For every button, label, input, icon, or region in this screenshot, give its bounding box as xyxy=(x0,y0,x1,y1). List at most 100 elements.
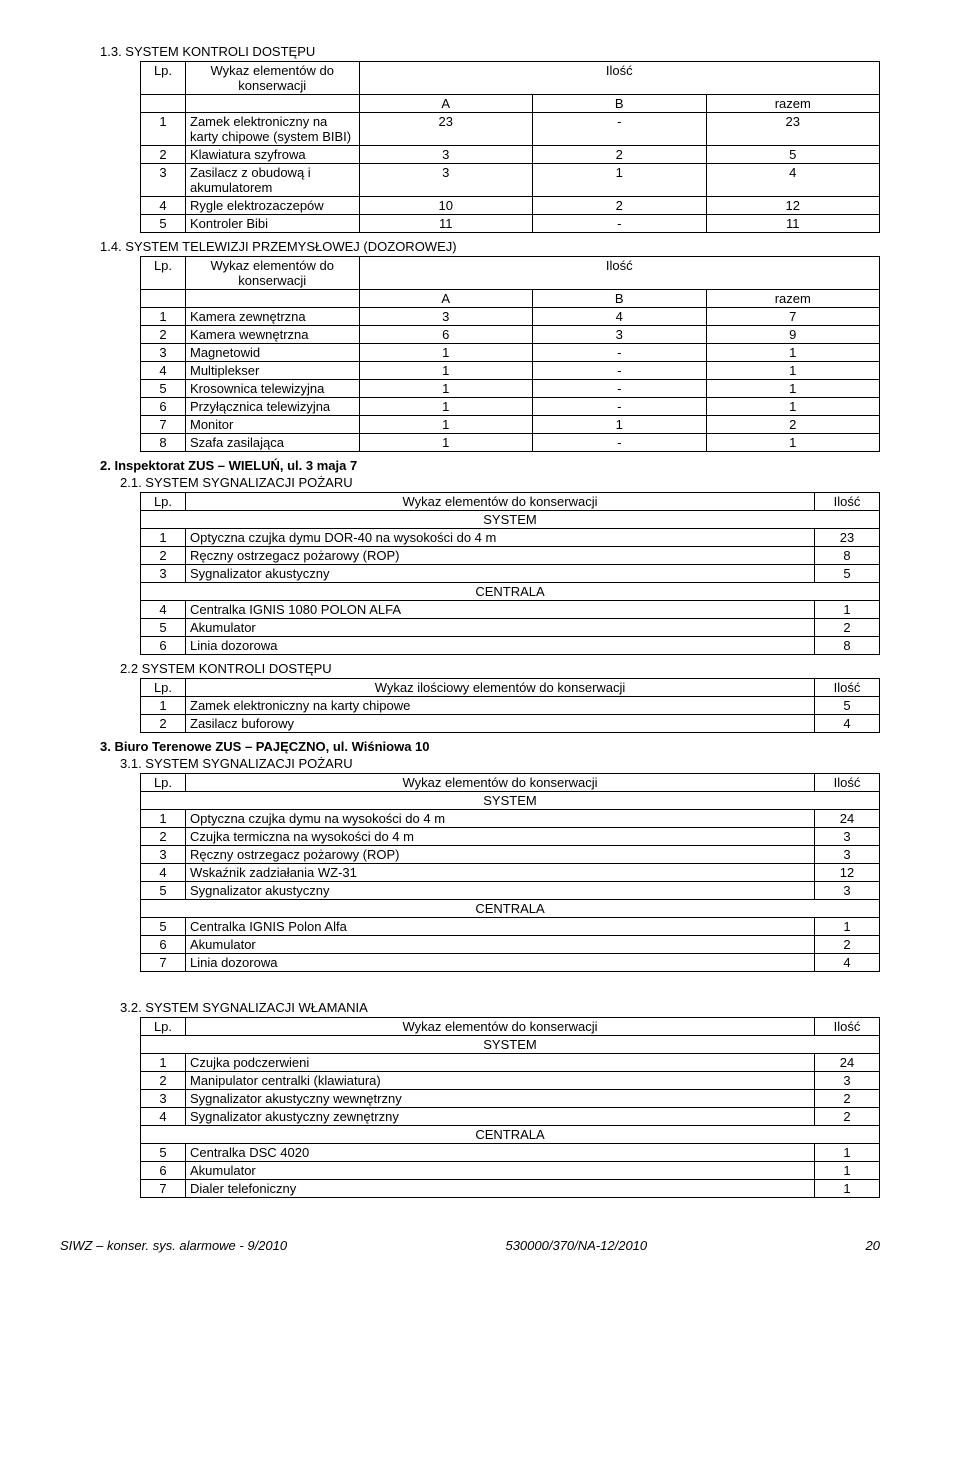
cell-b: 1 xyxy=(533,164,707,197)
cell-lp: 2 xyxy=(141,326,186,344)
cell-lp: 6 xyxy=(141,1162,186,1180)
cell-desc: Zamek elektroniczny na karty chipowe (sy… xyxy=(186,113,360,146)
cell-b: - xyxy=(533,344,707,362)
cell-desc: Kamera zewnętrzna xyxy=(186,308,360,326)
footer-center: 530000/370/NA-12/2010 xyxy=(505,1238,647,1253)
cell-a: 3 xyxy=(359,146,533,164)
section-title: 2.1. SYSTEM SYGNALIZACJI POŻARU xyxy=(120,475,900,490)
table-32: Lp. Wykaz elementów do konserwacji Ilość… xyxy=(140,1017,880,1198)
hdr-ilosc: Ilość xyxy=(815,774,880,792)
cell-lp: 3 xyxy=(141,344,186,362)
cell-qty: 4 xyxy=(815,715,880,733)
cell-b: - xyxy=(533,215,707,233)
cell-a: 10 xyxy=(359,197,533,215)
cell-lp: 5 xyxy=(141,1144,186,1162)
cell-desc: Czujka podczerwieni xyxy=(186,1054,815,1072)
footer-right: 20 xyxy=(866,1238,880,1253)
cell-lp: 3 xyxy=(141,565,186,583)
cell-razem: 4 xyxy=(706,164,880,197)
hdr-ilosc: Ilość xyxy=(815,1018,880,1036)
cell-desc: Kamera wewnętrzna xyxy=(186,326,360,344)
table-row: 2Zasilacz buforowy4 xyxy=(141,715,880,733)
cell-lp: 5 xyxy=(141,918,186,936)
group-label: CENTRALA xyxy=(141,583,880,601)
table-row: 2Kamera wewnętrzna639 xyxy=(141,326,880,344)
cell-desc: Sygnalizator akustyczny xyxy=(186,882,815,900)
cell-qty: 4 xyxy=(815,954,880,972)
cell-lp: 3 xyxy=(141,1090,186,1108)
cell-desc: Akumulator xyxy=(186,936,815,954)
cell-qty: 24 xyxy=(815,810,880,828)
cell-razem: 1 xyxy=(706,398,880,416)
group-label: SYSTEM xyxy=(141,511,880,529)
cell-desc: Sygnalizator akustyczny zewnętrzny xyxy=(186,1108,815,1126)
cell-desc: Wskaźnik zadziałania WZ-31 xyxy=(186,864,815,882)
hdr-desc: Wykaz ilościowy elementów do konserwacji xyxy=(186,679,815,697)
cell-b: 2 xyxy=(533,197,707,215)
cell-razem: 11 xyxy=(706,215,880,233)
cell-lp: 2 xyxy=(141,1072,186,1090)
cell-desc: Magnetowid xyxy=(186,344,360,362)
cell-a: 11 xyxy=(359,215,533,233)
cell-qty: 3 xyxy=(815,882,880,900)
table-row: 1Optyczna czujka dymu na wysokości do 4 … xyxy=(141,810,880,828)
hdr-lp: Lp. xyxy=(141,62,186,95)
cell-desc: Zamek elektroniczny na karty chipowe xyxy=(186,697,815,715)
cell-qty: 1 xyxy=(815,1180,880,1198)
cell-b: - xyxy=(533,113,707,146)
cell-lp: 1 xyxy=(141,308,186,326)
table-row: 4Centralka IGNIS 1080 POLON ALFA1 xyxy=(141,601,880,619)
hdr-desc: Wykaz elementów do konserwacji xyxy=(186,257,360,290)
cell-lp: 5 xyxy=(141,380,186,398)
table-row: 5Krosownica telewizyjna1-1 xyxy=(141,380,880,398)
cell-lp: 6 xyxy=(141,936,186,954)
section-title: 3.1. SYSTEM SYGNALIZACJI POŻARU xyxy=(120,756,900,771)
table-row: 3Ręczny ostrzegacz pożarowy (ROP)3 xyxy=(141,846,880,864)
table-row: 6Przyłącznica telewizyjna1-1 xyxy=(141,398,880,416)
table-row: 1Czujka podczerwieni24 xyxy=(141,1054,880,1072)
cell-lp: 4 xyxy=(141,601,186,619)
hdr-lp: Lp. xyxy=(141,679,186,697)
hdr-desc: Wykaz elementów do konserwacji xyxy=(186,1018,815,1036)
hdr-ilosc: Ilość xyxy=(815,679,880,697)
cell-lp: 3 xyxy=(141,164,186,197)
hdr-b: B xyxy=(533,95,707,113)
cell-qty: 1 xyxy=(815,918,880,936)
table-row: 5Kontroler Bibi11-11 xyxy=(141,215,880,233)
hdr-desc: Wykaz elementów do konserwacji xyxy=(186,774,815,792)
hdr-razem: razem xyxy=(706,290,880,308)
hdr-ilosc: Ilość xyxy=(359,62,880,95)
cell-desc: Manipulator centralki (klawiatura) xyxy=(186,1072,815,1090)
table-row: 3Sygnalizator akustyczny wewnętrzny2 xyxy=(141,1090,880,1108)
cell-b: 3 xyxy=(533,326,707,344)
table-row: 7Dialer telefoniczny1 xyxy=(141,1180,880,1198)
cell-lp: 7 xyxy=(141,1180,186,1198)
cell-a: 23 xyxy=(359,113,533,146)
table-row: 3Magnetowid1-1 xyxy=(141,344,880,362)
cell-desc: Przyłącznica telewizyjna xyxy=(186,398,360,416)
cell-lp: 2 xyxy=(141,828,186,846)
cell-desc: Zasilacz z obudową i akumulatorem xyxy=(186,164,360,197)
table-row: 4Rygle elektrozaczepów10212 xyxy=(141,197,880,215)
table-row: 4Multiplekser1-1 xyxy=(141,362,880,380)
table-row: 1Zamek elektroniczny na karty chipowe (s… xyxy=(141,113,880,146)
cell-a: 1 xyxy=(359,398,533,416)
cell-lp: 4 xyxy=(141,362,186,380)
cell-lp: 2 xyxy=(141,146,186,164)
cell-desc: Multiplekser xyxy=(186,362,360,380)
cell-razem: 1 xyxy=(706,434,880,452)
cell-a: 1 xyxy=(359,416,533,434)
cell-lp: 1 xyxy=(141,113,186,146)
cell-lp: 6 xyxy=(141,398,186,416)
cell-desc: Linia dozorowa xyxy=(186,637,815,655)
hdr-a: A xyxy=(359,95,533,113)
cell-a: 1 xyxy=(359,362,533,380)
cell-qty: 8 xyxy=(815,637,880,655)
hdr-ilosc: Ilość xyxy=(359,257,880,290)
cell-razem: 12 xyxy=(706,197,880,215)
cell-lp: 3 xyxy=(141,846,186,864)
cell-lp: 8 xyxy=(141,434,186,452)
cell-lp: 7 xyxy=(141,954,186,972)
cell-b: - xyxy=(533,434,707,452)
cell-lp: 1 xyxy=(141,1054,186,1072)
